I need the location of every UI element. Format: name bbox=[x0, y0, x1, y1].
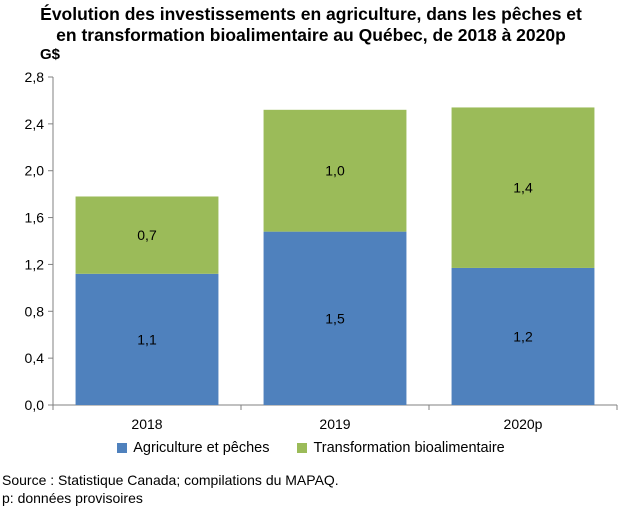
chart-title: Évolution des investissements en agricul… bbox=[0, 4, 622, 46]
y-tick-label: 0,0 bbox=[25, 397, 45, 413]
y-tick-label: 2,8 bbox=[25, 69, 45, 85]
data-label: 1,0 bbox=[325, 163, 345, 179]
data-label: 1,5 bbox=[325, 310, 345, 326]
x-tick-label: 2018 bbox=[131, 416, 162, 432]
bar-segment-transformation bbox=[75, 196, 219, 274]
y-axis-unit-label: G$ bbox=[40, 46, 61, 63]
provisional-note: p: données provisoires bbox=[2, 490, 143, 506]
chart-title-line-1: Évolution des investissements en agricul… bbox=[40, 4, 582, 24]
bar-segment-agriculture bbox=[451, 267, 595, 405]
y-tick-label: 1,2 bbox=[25, 256, 45, 272]
y-tick-label: 2,0 bbox=[25, 163, 45, 179]
legend-item-transformation: Transformation bioalimentaire bbox=[297, 440, 505, 456]
data-label: 1,4 bbox=[513, 180, 533, 196]
legend-item-agriculture: Agriculture et pêches bbox=[117, 440, 269, 456]
source-notes: Source : Statistique Canada; compilation… bbox=[2, 471, 339, 507]
stacked-bar-chart: 0,0 0,4 0,8 1,2 1,6 2,0 2,4 2,8 1,1 0,7 2018 1,5 1,0… bbox=[25, 69, 618, 432]
bar-segment-agriculture bbox=[75, 273, 219, 405]
y-tick-label: 1,6 bbox=[25, 210, 45, 226]
chart-title-line-2: en transformation bioalimentaire au Québ… bbox=[56, 25, 566, 45]
legend-swatch-agriculture bbox=[117, 443, 128, 453]
data-label: 0,7 bbox=[137, 227, 157, 243]
y-tick-label: 2,4 bbox=[25, 116, 45, 132]
data-label: 1,2 bbox=[513, 328, 533, 344]
x-tick-label: 2020p bbox=[504, 416, 543, 432]
bar-segment-transformation bbox=[451, 107, 595, 268]
legend-label-transformation: Transformation bioalimentaire bbox=[313, 440, 505, 456]
data-label: 1,1 bbox=[137, 331, 157, 347]
source-line: Source : Statistique Canada; compilation… bbox=[2, 472, 339, 488]
y-tick-label: 0,8 bbox=[25, 303, 45, 319]
y-tick-label: 0,4 bbox=[25, 350, 45, 366]
legend-label-agriculture: Agriculture et pêches bbox=[133, 440, 270, 456]
bar-segment-agriculture bbox=[263, 231, 407, 405]
x-tick-label: 2019 bbox=[319, 416, 350, 432]
legend-swatch-transformation bbox=[297, 443, 308, 453]
bar-segment-transformation bbox=[263, 109, 407, 232]
chart-legend: Agriculture et pêches Transformation bio… bbox=[0, 440, 622, 456]
